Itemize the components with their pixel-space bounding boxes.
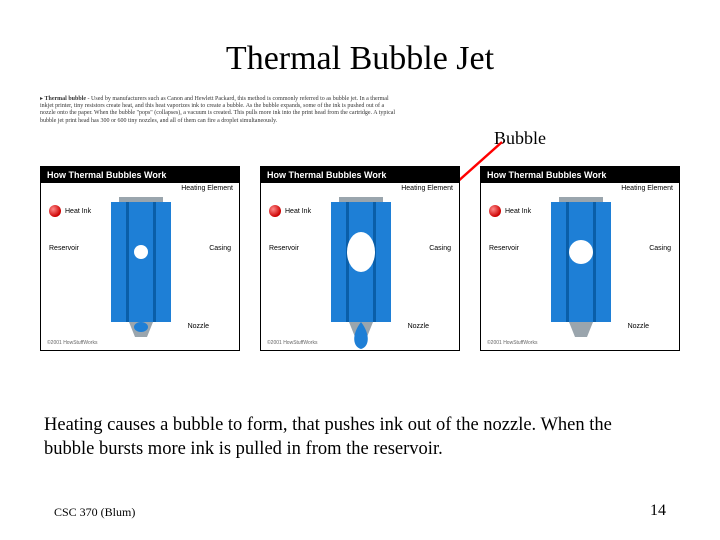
heating-el: Heating Element [181, 185, 233, 192]
heat-ink-label: Heat Ink [489, 205, 531, 217]
panel-titlebar: How Thermal Bubbles Work [261, 167, 459, 183]
tiny-text-rest: - Used by manufacturers such as Canon an… [40, 96, 395, 124]
heat-ink-text: Heat Ink [505, 208, 531, 215]
heat-ink-icon [49, 205, 61, 217]
panel-titlebar: How Thermal Bubbles Work [41, 167, 239, 183]
bubble-callout-label: Bubble [494, 128, 546, 149]
casing-lbl: Casing [209, 245, 231, 252]
panel-titlebar: How Thermal Bubbles Work [481, 167, 679, 183]
slide-title: Thermal Bubble Jet [0, 0, 720, 96]
panel-copyright: ©2001 HowStuffWorks [47, 340, 97, 346]
reservoir-lbl: Reservoir [269, 245, 299, 252]
diagram-panels: How Thermal Bubbles Work Heating Element H… [40, 166, 680, 351]
footer-course: CSC 370 (Blum) [54, 505, 135, 520]
slide-number: 14 [650, 502, 666, 520]
nozzle-lbl: Nozzle [188, 323, 209, 330]
nozzle-lbl: Nozzle [628, 323, 649, 330]
tiny-text-bold: Thermal bubble [45, 96, 87, 102]
reservoir-lbl: Reservoir [49, 245, 79, 252]
casing-lbl: Casing [649, 245, 671, 252]
heat-ink-icon [489, 205, 501, 217]
diagram-panel-1: How Thermal Bubbles Work Heating Element H… [40, 166, 240, 351]
heat-ink-label: Heat Ink [49, 205, 91, 217]
reservoir-lbl: Reservoir [489, 245, 519, 252]
nozzle-lbl: Nozzle [408, 323, 429, 330]
caption-text: Heating causes a bubble to form, that pu… [44, 414, 660, 461]
panel-copyright: ©2001 HowStuffWorks [487, 340, 537, 346]
heat-ink-label: Heat Ink [269, 205, 311, 217]
content-area: ▸ Thermal bubble - Used by manufacturers… [40, 96, 680, 376]
heat-ink-text: Heat Ink [65, 208, 91, 215]
casing-lbl: Casing [429, 245, 451, 252]
heat-ink-text: Heat Ink [285, 208, 311, 215]
heating-el: Heating Element [621, 185, 673, 192]
heating-el: Heating Element [401, 185, 453, 192]
heat-ink-icon [269, 205, 281, 217]
diagram-panel-3: How Thermal Bubbles Work Heating Element H… [480, 166, 680, 351]
diagram-panel-2: How Thermal Bubbles Work Heating Element H… [260, 166, 460, 351]
description-tiny-text: ▸ Thermal bubble - Used by manufacturers… [40, 96, 400, 125]
panel-copyright: ©2001 HowStuffWorks [267, 340, 317, 346]
